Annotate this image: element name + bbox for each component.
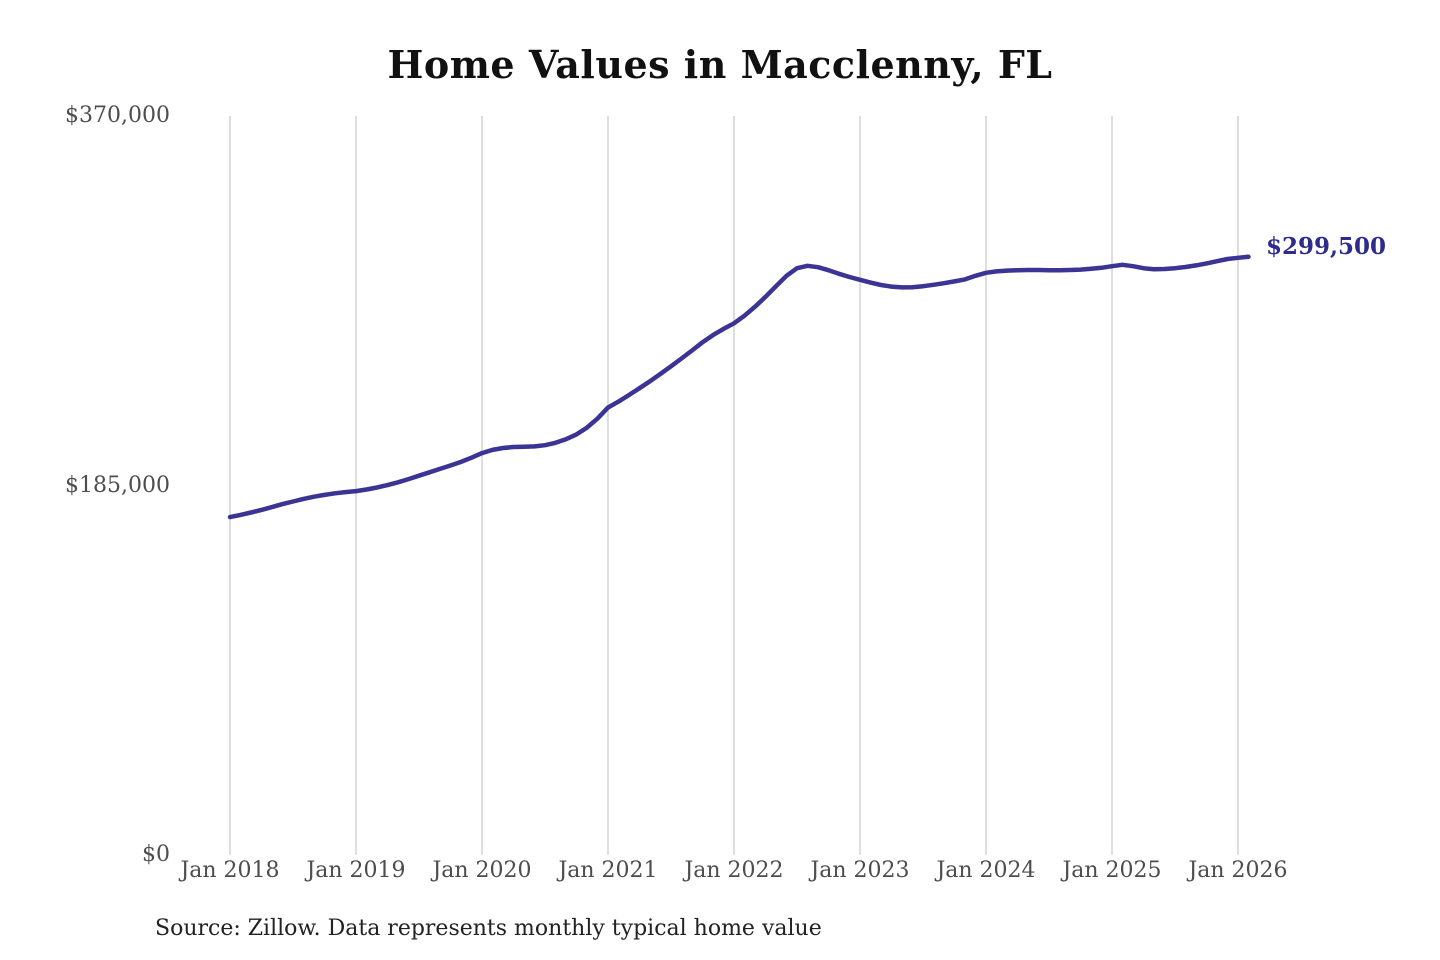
- y-axis-label: $185,000: [65, 472, 170, 498]
- x-axis-label: Jan 2025: [1062, 858, 1162, 883]
- x-axis-label: Jan 2026: [1188, 858, 1288, 883]
- latest-value-label: $299,500: [1266, 233, 1387, 260]
- y-axis-label: $0: [142, 842, 170, 867]
- x-axis-label: Jan 2021: [558, 858, 658, 883]
- x-axis-label: Jan 2023: [810, 858, 910, 883]
- gridlines: [229, 116, 1239, 855]
- source-note: Source: Zillow. Data represents monthly …: [155, 916, 822, 941]
- x-axis-label: Jan 2024: [936, 858, 1036, 883]
- x-axis-label: Jan 2018: [180, 858, 280, 883]
- chart-title: Home Values in Macclenny, FL: [387, 42, 1053, 87]
- y-axis-label: $370,000: [65, 103, 170, 128]
- home-value-line: [227, 254, 1251, 520]
- x-axis-label: Jan 2019: [306, 858, 406, 883]
- x-axis-label: Jan 2020: [432, 858, 532, 883]
- x-axis-label: Jan 2022: [684, 858, 784, 883]
